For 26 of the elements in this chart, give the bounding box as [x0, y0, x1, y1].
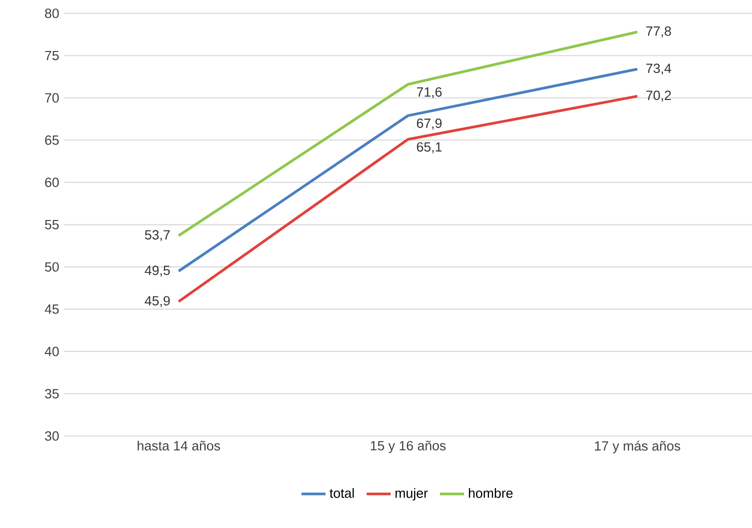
data-label: 49,5 [144, 266, 170, 277]
data-label: 73,4 [646, 64, 672, 75]
data-label: 70,2 [646, 90, 671, 102]
y-tick-label: 60 [45, 178, 59, 188]
y-tick-label: 70 [45, 93, 59, 103]
data-label: 67,9 [416, 118, 442, 130]
data-label: 53,7 [144, 230, 170, 242]
legend-label: mujer [396, 488, 428, 501]
y-tick-label: 50 [45, 262, 59, 272]
x-tick-label: hasta 14 años [138, 440, 220, 450]
y-tick-label: 40 [44, 346, 59, 356]
y-tick-label: 35 [44, 389, 59, 398]
y-tick-label: 45 [44, 304, 59, 314]
legend-label: hombre [468, 488, 513, 498]
y-tick-label: 65 [45, 135, 59, 145]
data-label: 77,8 [646, 26, 671, 38]
legend-label: total [330, 488, 354, 498]
data-label: 71,6 [416, 87, 442, 98]
y-tick-label: 80 [45, 8, 59, 18]
y-tick-label: 55 [45, 220, 59, 230]
data-label: 65,1 [416, 142, 442, 154]
y-tick-label: 30 [44, 431, 59, 441]
data-label: 45,9 [144, 296, 170, 308]
y-tick-label: 75 [45, 50, 59, 60]
x-tick-label: 15 y 16 años [370, 440, 446, 454]
x-tick-label: 17 y más años [595, 440, 680, 454]
